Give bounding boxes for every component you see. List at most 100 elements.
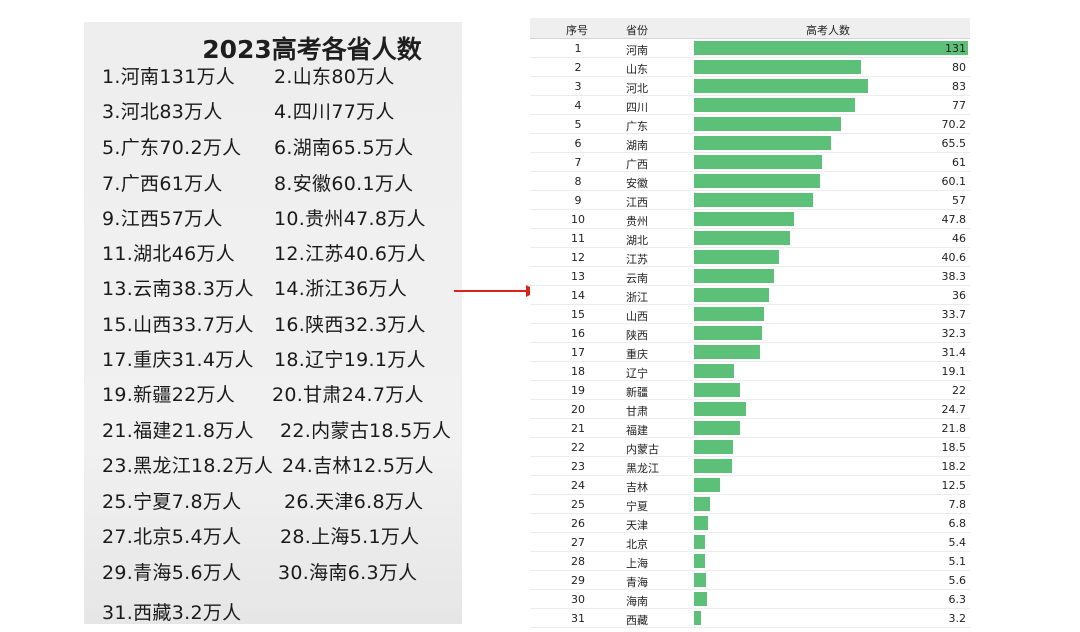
bar <box>694 516 709 530</box>
bar <box>694 231 791 245</box>
table-row: 15 山西 33.7 <box>530 305 970 324</box>
bar <box>694 478 721 492</box>
value-label: 5.6 <box>948 574 967 587</box>
bar <box>694 402 746 416</box>
value-label: 18.2 <box>941 460 967 473</box>
bar <box>694 611 701 625</box>
table-row: 12 江苏 40.6 <box>530 248 970 267</box>
province-entry: 30.海南6.3万人 <box>278 562 418 584</box>
rank-cell: 9 <box>574 194 582 207</box>
province-entry: 10.贵州47.8万人 <box>274 208 426 230</box>
province-entry: 2.山东80万人 <box>274 66 395 88</box>
rank-cell: 12 <box>571 251 585 264</box>
arrow-right-icon <box>454 285 538 297</box>
province-entry: 9.江西57万人 <box>102 208 223 230</box>
province-entry: 8.安徽60.1万人 <box>274 173 414 195</box>
province-cell: 广西 <box>626 158 648 171</box>
table-row: 1 河南 131 <box>530 39 970 58</box>
value-label: 131 <box>945 42 966 55</box>
table-row: 9 江西 57 <box>530 191 970 210</box>
province-cell: 宁夏 <box>626 500 648 513</box>
province-cell: 湖南 <box>626 139 648 152</box>
bar <box>694 288 770 302</box>
value-label: 5.4 <box>948 536 967 549</box>
rank-cell: 8 <box>574 175 582 188</box>
province-cell: 浙江 <box>626 291 648 304</box>
province-cell: 青海 <box>626 576 648 589</box>
bar <box>694 155 822 169</box>
province-entry: 12.江苏40.6万人 <box>274 243 426 265</box>
value-label: 12.5 <box>941 479 967 492</box>
province-entry: 17.重庆31.4万人 <box>102 349 254 371</box>
province-entry: 23.黑龙江18.2万人 <box>102 455 274 477</box>
province-cell: 云南 <box>626 272 648 285</box>
province-cell: 新疆 <box>626 386 648 399</box>
province-cell: 福建 <box>626 424 648 437</box>
bar <box>694 98 856 112</box>
bar <box>694 136 831 150</box>
value-label: 5.1 <box>948 555 967 568</box>
province-cell: 黑龙江 <box>626 462 659 475</box>
list-title: 2023高考各省人数 <box>202 35 422 64</box>
value-label: 60.1 <box>941 175 967 188</box>
rank-cell: 23 <box>571 460 585 473</box>
province-entry: 21.福建21.8万人 <box>102 420 254 442</box>
table-row: 21 福建 21.8 <box>530 419 970 438</box>
province-cell: 贵州 <box>626 215 648 228</box>
value-label: 22 <box>952 384 966 397</box>
table-row: 26 天津 6.8 <box>530 514 970 533</box>
province-cell: 四川 <box>626 101 648 114</box>
bar <box>694 592 708 606</box>
value-label: 19.1 <box>941 365 967 378</box>
value-label: 80 <box>952 61 966 74</box>
bar <box>694 250 779 264</box>
province-entry: 3.河北83万人 <box>102 101 223 123</box>
table-row: 14 浙江 36 <box>530 286 970 305</box>
value-label: 18.5 <box>941 441 967 454</box>
value-label: 36 <box>952 289 966 302</box>
province-cell: 山西 <box>626 310 648 323</box>
province-cell: 海南 <box>626 595 648 608</box>
rank-cell: 19 <box>571 384 585 397</box>
rank-cell: 7 <box>574 156 582 169</box>
value-label: 77 <box>952 99 966 112</box>
rank-cell: 18 <box>571 365 585 378</box>
value-label: 31.4 <box>941 346 967 359</box>
table-row: 11 湖北 46 <box>530 229 970 248</box>
province-entry: 20.甘肃24.7万人 <box>272 384 424 406</box>
value-label: 32.3 <box>941 327 967 340</box>
value-label: 3.2 <box>948 612 967 625</box>
bar <box>694 60 862 74</box>
table-row: 30 海南 6.3 <box>530 590 970 609</box>
table-header: 序号 省份 高考人数 <box>530 18 970 39</box>
value-label: 47.8 <box>941 213 967 226</box>
bar <box>694 212 794 226</box>
rank-cell: 4 <box>574 99 582 112</box>
province-entry: 27.北京5.4万人 <box>102 526 242 548</box>
bar <box>694 364 734 378</box>
rank-cell: 6 <box>574 137 582 150</box>
rank-cell: 17 <box>571 346 585 359</box>
bar <box>694 573 706 587</box>
province-cell: 重庆 <box>626 348 648 361</box>
table-row: 13 云南 38.3 <box>530 267 970 286</box>
rank-cell: 27 <box>571 536 585 549</box>
province-list-panel: 2023高考各省人数 1.河南131万人 2.山东80万人 3.河北83万人 4.四川… <box>84 22 462 624</box>
bar <box>694 383 740 397</box>
province-cell: 河北 <box>626 82 648 95</box>
table-row: 16 陕西 32.3 <box>530 324 970 343</box>
table-row: 28 上海 5.1 <box>530 552 970 571</box>
province-entry: 19.新疆22万人 <box>102 384 236 406</box>
rank-cell: 14 <box>571 289 585 302</box>
province-cell: 内蒙古 <box>626 443 659 456</box>
bar <box>694 307 765 321</box>
rank-cell: 25 <box>571 498 585 511</box>
value-label: 57 <box>952 194 966 207</box>
rank-cell: 10 <box>571 213 585 226</box>
header-count: 高考人数 <box>806 24 850 37</box>
bar <box>694 193 814 207</box>
province-cell: 江苏 <box>626 253 648 266</box>
province-cell: 山东 <box>626 63 648 76</box>
bar <box>694 269 775 283</box>
rank-cell: 5 <box>574 118 582 131</box>
